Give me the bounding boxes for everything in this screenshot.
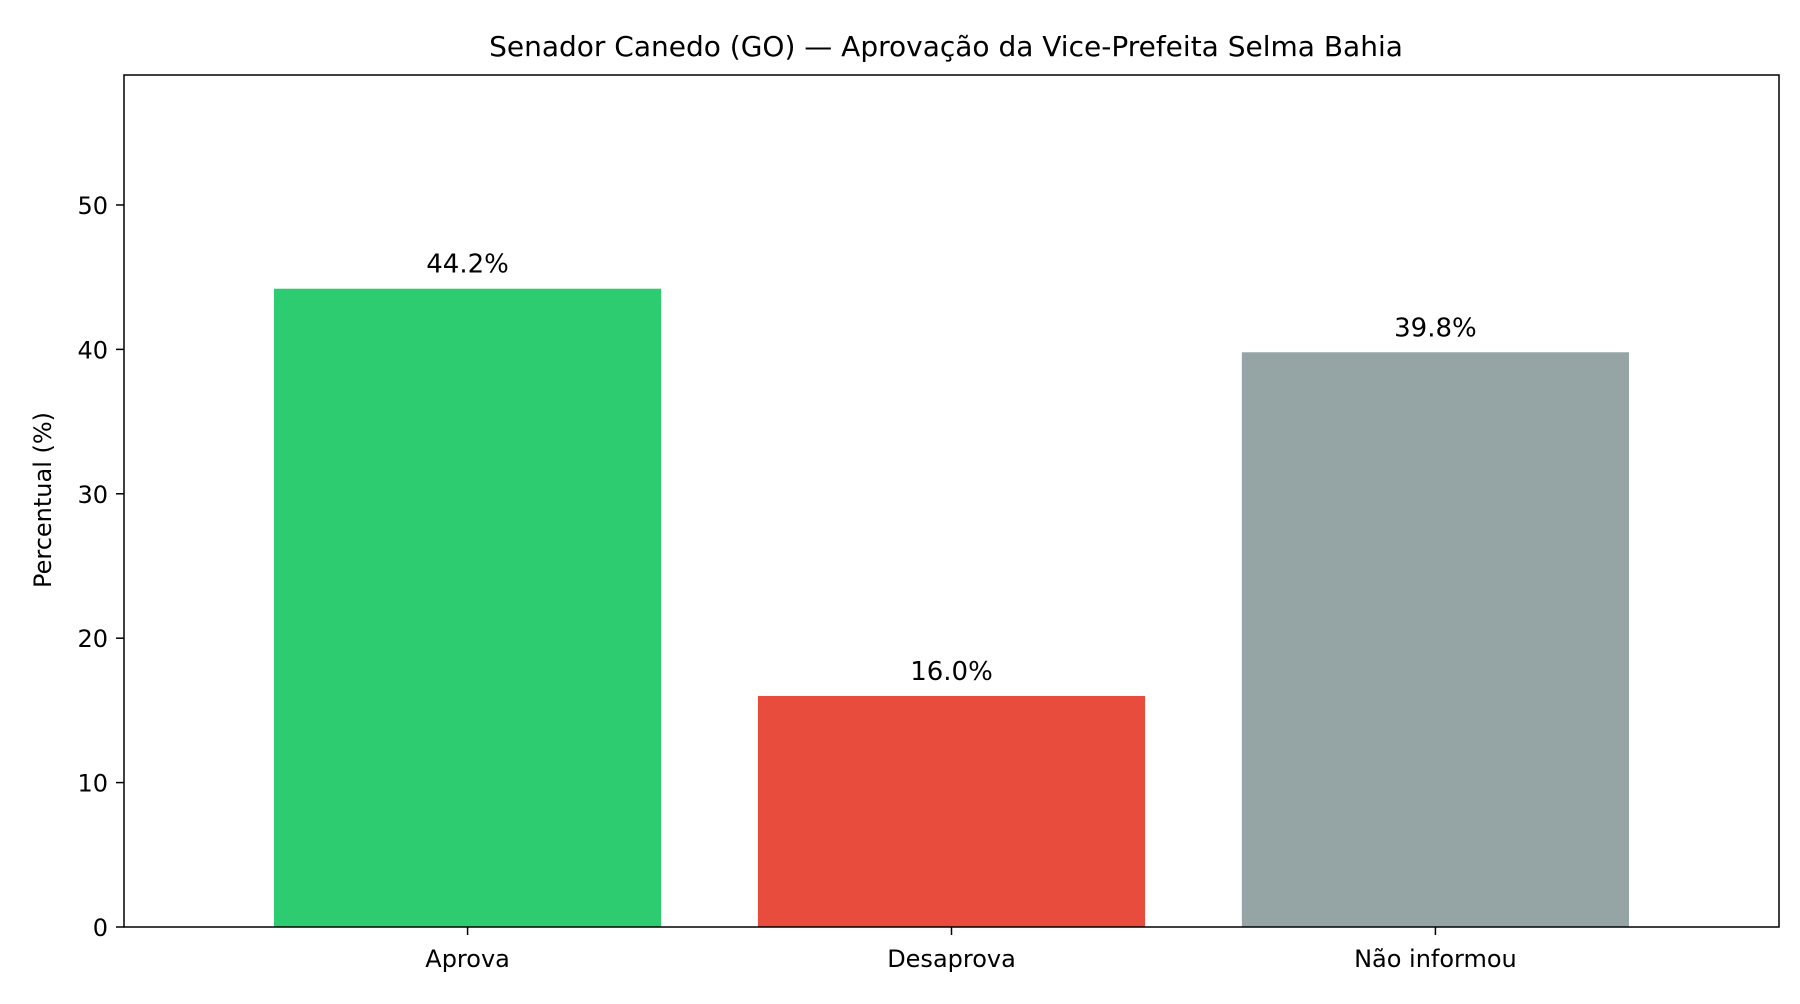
y-tick-label-3: 30	[77, 481, 108, 509]
x-axis-ticks: Aprova Desaprova Não informou	[425, 927, 1517, 973]
bar-value-label-1: 16.0%	[910, 657, 993, 687]
y-axis-label: Percentual (%)	[29, 412, 57, 588]
y-tick-label-1: 10	[77, 770, 108, 798]
chart-title: Senador Canedo (GO) — Aprovação da Vice-…	[489, 30, 1403, 63]
bar-value-label-2: 39.8%	[1394, 313, 1477, 343]
x-tick-label-1: Desaprova	[887, 945, 1016, 973]
y-axis-ticks: 0 10 20 30 40 50	[77, 192, 124, 942]
x-tick-label-2: Não informou	[1354, 945, 1517, 973]
y-tick-label-5: 50	[77, 192, 108, 220]
bar-2	[1241, 352, 1629, 928]
y-tick-label-2: 20	[77, 625, 108, 653]
bars-layer	[274, 288, 1629, 928]
value-labels-layer: 44.2% 16.0% 39.8%	[426, 250, 1476, 687]
plot-frame	[123, 74, 1780, 928]
bar-value-label-0: 44.2%	[426, 250, 509, 280]
y-tick-label-0: 0	[93, 914, 108, 942]
y-tick-label-4: 40	[77, 336, 108, 364]
x-tick-label-0: Aprova	[425, 945, 510, 973]
bar-0	[274, 288, 662, 927]
bar-1	[757, 695, 1146, 927]
